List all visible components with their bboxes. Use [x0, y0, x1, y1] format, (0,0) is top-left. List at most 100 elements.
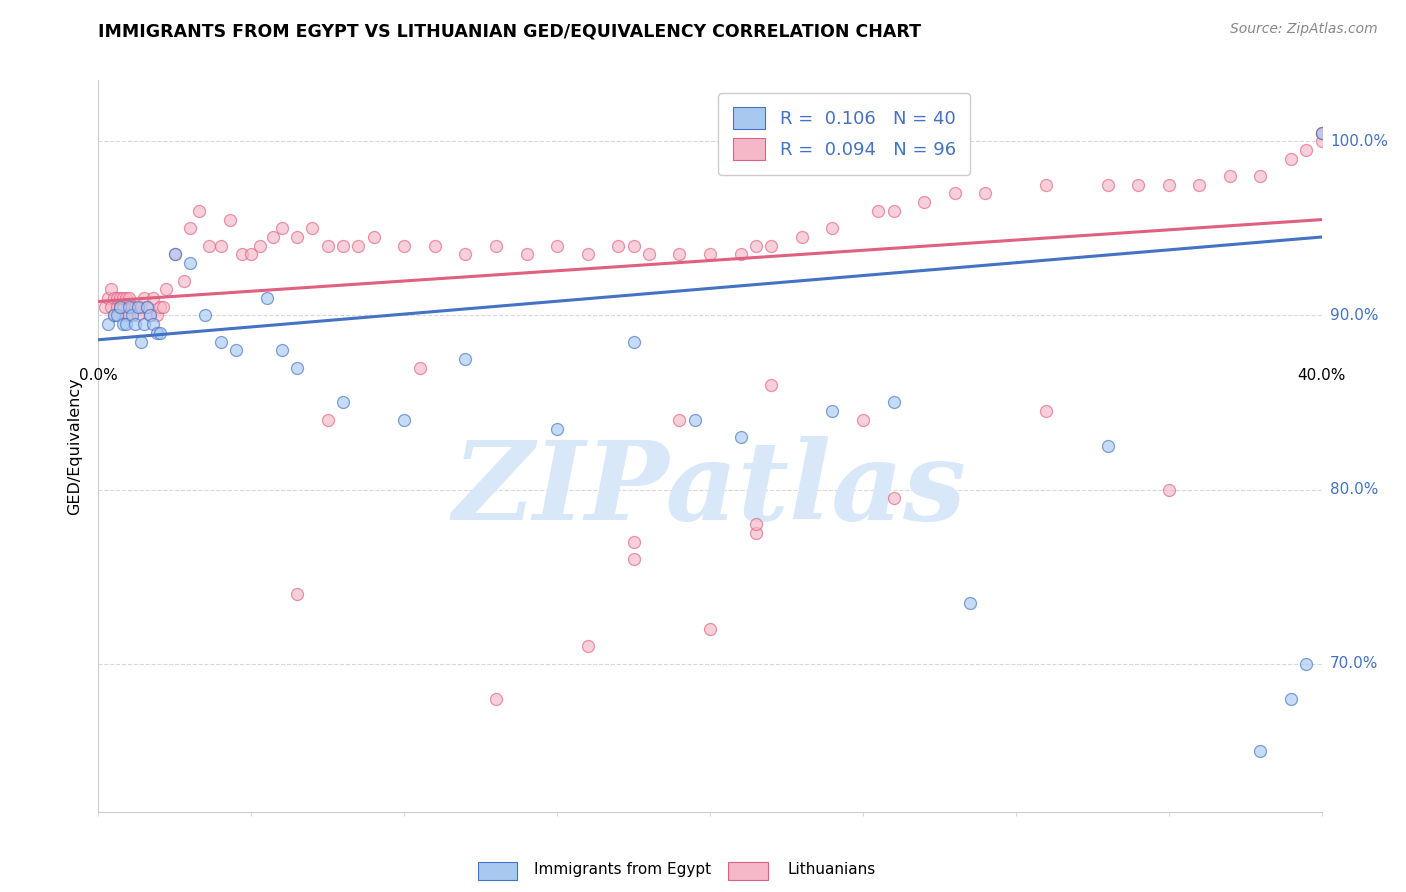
Point: [225, 343, 247, 358]
Point: [152, 300, 174, 314]
Point: [821, 404, 844, 418]
Point: [852, 413, 875, 427]
Point: [607, 238, 630, 252]
Point: [1310, 126, 1333, 140]
Point: [516, 247, 538, 261]
Point: [576, 247, 599, 261]
Point: [868, 203, 890, 218]
Text: 0.0%: 0.0%: [79, 368, 118, 383]
Point: [179, 256, 201, 270]
Point: [163, 247, 186, 261]
Point: [730, 247, 752, 261]
Point: [392, 413, 416, 427]
Point: [485, 691, 508, 706]
Point: [1295, 657, 1317, 671]
Point: [1097, 178, 1119, 192]
Point: [285, 587, 308, 601]
Point: [683, 413, 706, 427]
Point: [759, 378, 782, 392]
Point: [332, 395, 354, 409]
Point: [821, 221, 844, 235]
Point: [194, 309, 217, 323]
Point: [1310, 126, 1333, 140]
Point: [219, 212, 242, 227]
Point: [576, 640, 599, 654]
Point: [1035, 178, 1057, 192]
Point: [1097, 439, 1119, 453]
Point: [883, 203, 905, 218]
Point: [1279, 691, 1302, 706]
Point: [623, 238, 645, 252]
Point: [129, 300, 152, 314]
Point: [127, 300, 149, 314]
Point: [262, 230, 284, 244]
Point: [1310, 126, 1333, 140]
Point: [730, 430, 752, 444]
Point: [103, 291, 125, 305]
Point: [163, 247, 186, 261]
Point: [1128, 178, 1150, 192]
Point: [134, 317, 156, 331]
Point: [105, 291, 128, 305]
Text: Source: ZipAtlas.com: Source: ZipAtlas.com: [1230, 22, 1378, 37]
Point: [637, 247, 661, 261]
Point: [105, 309, 128, 323]
Point: [129, 334, 152, 349]
Point: [332, 238, 354, 252]
Point: [118, 291, 141, 305]
Point: [124, 317, 146, 331]
Point: [316, 238, 339, 252]
Point: [142, 291, 165, 305]
Point: [883, 395, 905, 409]
Point: [115, 309, 138, 323]
Point: [209, 238, 232, 252]
Text: 100.0%: 100.0%: [1330, 134, 1388, 149]
Point: [1279, 152, 1302, 166]
Point: [1295, 143, 1317, 157]
Point: [270, 343, 292, 358]
Point: [179, 221, 201, 235]
Point: [209, 334, 232, 349]
Point: [97, 317, 120, 331]
Point: [111, 317, 134, 331]
Point: [136, 300, 159, 314]
Point: [142, 317, 165, 331]
Point: [943, 186, 966, 201]
Point: [173, 274, 195, 288]
Point: [1157, 178, 1180, 192]
Point: [139, 309, 162, 323]
Point: [668, 247, 690, 261]
Point: [423, 238, 446, 252]
Point: [118, 300, 141, 314]
Point: [240, 247, 263, 261]
Point: [699, 247, 721, 261]
Point: [883, 491, 905, 506]
Point: [546, 421, 568, 435]
Point: [103, 309, 125, 323]
Point: [974, 186, 997, 201]
Point: [623, 534, 645, 549]
Point: [316, 413, 339, 427]
Point: [790, 230, 813, 244]
Point: [745, 238, 768, 252]
Point: [623, 552, 645, 566]
Text: 80.0%: 80.0%: [1330, 482, 1378, 497]
Point: [121, 309, 143, 323]
Point: [759, 238, 782, 252]
Point: [111, 291, 134, 305]
Point: [115, 317, 138, 331]
Point: [256, 291, 278, 305]
Point: [301, 221, 323, 235]
Point: [149, 300, 172, 314]
Point: [959, 596, 981, 610]
Point: [97, 291, 120, 305]
Point: [100, 300, 122, 314]
Point: [668, 413, 690, 427]
Point: [249, 238, 271, 252]
Point: [745, 517, 768, 532]
Point: [1249, 169, 1271, 183]
Point: [103, 309, 125, 323]
Text: 70.0%: 70.0%: [1330, 657, 1378, 671]
Point: [149, 326, 172, 340]
Text: 90.0%: 90.0%: [1330, 308, 1378, 323]
